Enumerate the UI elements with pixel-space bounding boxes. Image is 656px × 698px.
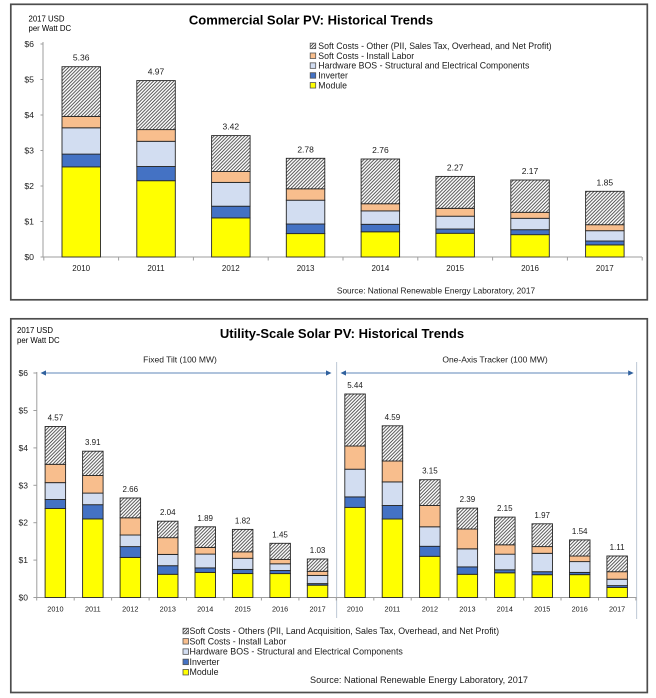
svg-text:4.59: 4.59 xyxy=(385,413,401,422)
svg-text:1.85: 1.85 xyxy=(597,177,614,187)
svg-text:2.17: 2.17 xyxy=(522,166,539,176)
svg-text:1.03: 1.03 xyxy=(310,546,326,555)
svg-text:2016: 2016 xyxy=(572,605,588,614)
svg-text:2.15: 2.15 xyxy=(497,504,513,513)
svg-text:5.36: 5.36 xyxy=(73,53,90,63)
svg-text:$3: $3 xyxy=(19,480,29,490)
svg-text:$6: $6 xyxy=(24,39,34,49)
svg-text:1.82: 1.82 xyxy=(235,516,251,525)
svg-text:$4: $4 xyxy=(19,443,29,453)
svg-text:$5: $5 xyxy=(19,405,29,415)
svg-text:1.89: 1.89 xyxy=(197,514,213,523)
svg-text:2013: 2013 xyxy=(160,605,176,614)
svg-text:1.11: 1.11 xyxy=(610,543,626,552)
svg-text:2012: 2012 xyxy=(422,605,438,614)
svg-text:One-Axis Tracker (100 MW): One-Axis Tracker (100 MW) xyxy=(442,355,547,365)
svg-text:$1: $1 xyxy=(19,555,29,565)
svg-text:1.97: 1.97 xyxy=(534,511,550,520)
svg-text:2011: 2011 xyxy=(147,264,165,273)
svg-text:$2: $2 xyxy=(19,518,29,528)
svg-text:2016: 2016 xyxy=(521,264,539,273)
svg-text:Inverter: Inverter xyxy=(190,657,220,667)
svg-text:2015: 2015 xyxy=(446,264,464,273)
svg-text:Source: National Renewable Ene: Source: National Renewable Energy Labora… xyxy=(310,675,528,685)
svg-text:Soft Costs - Install Labor: Soft Costs - Install Labor xyxy=(318,51,414,61)
svg-text:2017 USD: 2017 USD xyxy=(29,14,65,23)
svg-text:1.45: 1.45 xyxy=(272,530,288,539)
svg-text:Module: Module xyxy=(190,667,219,677)
svg-text:Hardware BOS - Structural and: Hardware BOS - Structural and Electrical… xyxy=(190,647,404,657)
svg-text:5.44: 5.44 xyxy=(347,381,363,390)
svg-text:2013: 2013 xyxy=(459,605,475,614)
svg-text:2012: 2012 xyxy=(222,264,240,273)
svg-text:Utility-Scale Solar PV: Histor: Utility-Scale Solar PV: Historical Trend… xyxy=(220,326,464,341)
svg-text:$6: $6 xyxy=(19,368,29,378)
svg-text:2.76: 2.76 xyxy=(372,145,389,155)
svg-text:2010: 2010 xyxy=(347,605,363,614)
svg-text:$0: $0 xyxy=(19,593,29,603)
svg-text:2.27: 2.27 xyxy=(447,162,464,172)
svg-text:2014: 2014 xyxy=(372,264,390,273)
svg-text:3.91: 3.91 xyxy=(85,438,101,447)
svg-text:2010: 2010 xyxy=(47,605,63,614)
svg-text:2.39: 2.39 xyxy=(460,495,476,504)
svg-text:$4: $4 xyxy=(24,110,34,120)
svg-text:Hardware BOS - Structural and: Hardware BOS - Structural and Electrical… xyxy=(318,61,530,71)
svg-text:Source: National Renewable Ene: Source: National Renewable Energy Labora… xyxy=(337,286,536,296)
svg-text:2.66: 2.66 xyxy=(123,485,139,494)
svg-text:2016: 2016 xyxy=(272,605,288,614)
svg-text:3.15: 3.15 xyxy=(422,467,438,476)
svg-text:2013: 2013 xyxy=(297,264,315,273)
svg-text:2017: 2017 xyxy=(596,264,614,273)
svg-text:2017: 2017 xyxy=(309,605,325,614)
svg-text:$1: $1 xyxy=(24,217,34,227)
svg-text:Soft Costs - Others (PII, Land: Soft Costs - Others (PII, Land Acquisiti… xyxy=(190,626,500,636)
svg-text:2011: 2011 xyxy=(385,605,401,614)
svg-text:2.78: 2.78 xyxy=(297,144,314,154)
svg-text:Soft Costs - Other (PII, Sales: Soft Costs - Other (PII, Sales Tax, Over… xyxy=(318,41,551,51)
svg-text:4.57: 4.57 xyxy=(48,414,64,423)
svg-text:$2: $2 xyxy=(24,181,34,191)
svg-text:2012: 2012 xyxy=(122,605,138,614)
svg-text:Fixed Tilt (100 MW): Fixed Tilt (100 MW) xyxy=(143,355,217,365)
svg-text:per Watt DC: per Watt DC xyxy=(29,24,72,33)
svg-text:2010: 2010 xyxy=(72,264,90,273)
svg-text:Soft Costs - Install Labor: Soft Costs - Install Labor xyxy=(190,636,287,646)
svg-text:Commercial Solar PV: Historica: Commercial Solar PV: Historical Trends xyxy=(189,13,433,28)
svg-text:3.42: 3.42 xyxy=(223,122,240,132)
svg-text:Module: Module xyxy=(318,80,347,90)
svg-text:4.97: 4.97 xyxy=(148,67,165,77)
svg-text:$5: $5 xyxy=(24,75,34,85)
svg-text:1.54: 1.54 xyxy=(572,527,588,536)
svg-text:2014: 2014 xyxy=(497,605,513,614)
svg-text:$0: $0 xyxy=(24,252,34,262)
svg-text:2017 USD: 2017 USD xyxy=(17,326,53,335)
svg-text:2.04: 2.04 xyxy=(160,508,176,517)
svg-text:2015: 2015 xyxy=(534,605,550,614)
svg-text:Inverter: Inverter xyxy=(318,70,348,80)
svg-text:$3: $3 xyxy=(24,146,34,156)
svg-text:2011: 2011 xyxy=(85,605,101,614)
svg-text:2015: 2015 xyxy=(235,605,251,614)
svg-text:2014: 2014 xyxy=(197,605,213,614)
svg-text:2017: 2017 xyxy=(609,605,625,614)
svg-text:per Watt DC: per Watt DC xyxy=(17,336,60,345)
